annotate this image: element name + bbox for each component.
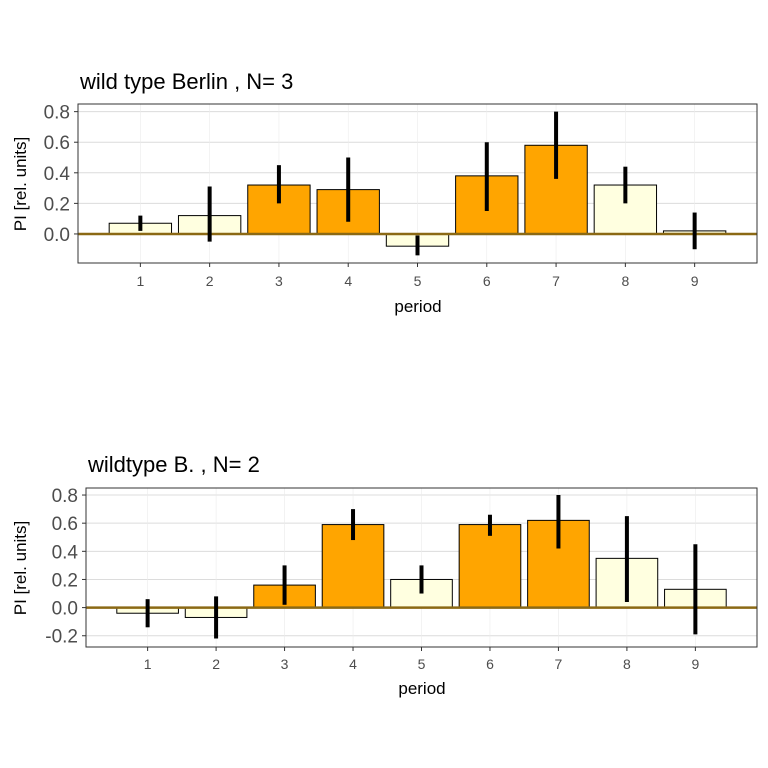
chart-panel-2: wildtype B. , N= 2 period PI [rel. units… bbox=[11, 452, 758, 698]
chart-title-2: wildtype B. , N= 2 bbox=[87, 452, 260, 477]
x-tick-label: 4 bbox=[344, 273, 352, 289]
x-tick-label: 7 bbox=[552, 273, 560, 289]
y-tick-label: -0.2 bbox=[45, 627, 78, 648]
y-tick-label: 0.0 bbox=[44, 225, 70, 246]
bar-period-6 bbox=[458, 524, 522, 609]
x-tick-label: 5 bbox=[414, 273, 422, 289]
y-tick-label: 0.4 bbox=[44, 164, 71, 185]
x-tick-label: 6 bbox=[483, 273, 491, 289]
y-tick-label: 0.2 bbox=[44, 194, 70, 215]
x-tick-label: 4 bbox=[349, 656, 357, 672]
x-tick-label: 8 bbox=[621, 273, 629, 289]
chart-title-1: wild type Berlin , N= 3 bbox=[79, 69, 293, 94]
x-tick-label: 5 bbox=[418, 656, 426, 672]
x-tick-label: 2 bbox=[212, 656, 220, 672]
y-tick-label: 0.0 bbox=[52, 599, 78, 620]
x-tick-label: 9 bbox=[691, 656, 699, 672]
y-axis-label-2: PI [rel. units] bbox=[11, 521, 30, 615]
x-tick-label: 9 bbox=[691, 273, 699, 289]
x-tick-label: 3 bbox=[281, 656, 289, 672]
x-tick-label: 1 bbox=[136, 273, 144, 289]
y-tick-label: 0.8 bbox=[44, 103, 70, 124]
x-tick-label: 3 bbox=[275, 273, 283, 289]
x-axis-label-1: period bbox=[394, 297, 441, 316]
y-tick-label: 0.8 bbox=[52, 486, 78, 507]
chart-panel-1: wild type Berlin , N= 3 period PI [rel. … bbox=[11, 69, 758, 316]
x-tick-label: 8 bbox=[623, 656, 631, 672]
y-axis-label-1: PI [rel. units] bbox=[11, 137, 30, 231]
x-tick-label: 1 bbox=[144, 656, 152, 672]
y-tick-label: 0.4 bbox=[52, 542, 79, 563]
y-tick-label: 0.2 bbox=[52, 570, 78, 591]
x-tick-label: 6 bbox=[486, 656, 494, 672]
x-tick-label: 7 bbox=[555, 656, 563, 672]
y-tick-label: 0.6 bbox=[44, 133, 70, 154]
x-axis-label-2: period bbox=[398, 679, 445, 698]
y-tick-label: 0.6 bbox=[52, 514, 78, 535]
x-tick-label: 2 bbox=[206, 273, 214, 289]
